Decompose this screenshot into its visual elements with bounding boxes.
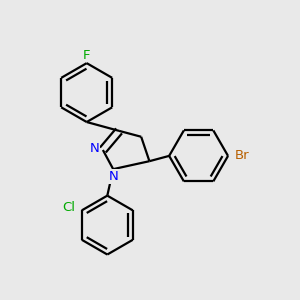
Text: N: N: [90, 142, 100, 155]
Text: Br: Br: [235, 149, 250, 162]
Text: N: N: [108, 170, 118, 183]
Text: Cl: Cl: [62, 201, 75, 214]
Text: F: F: [83, 49, 90, 62]
